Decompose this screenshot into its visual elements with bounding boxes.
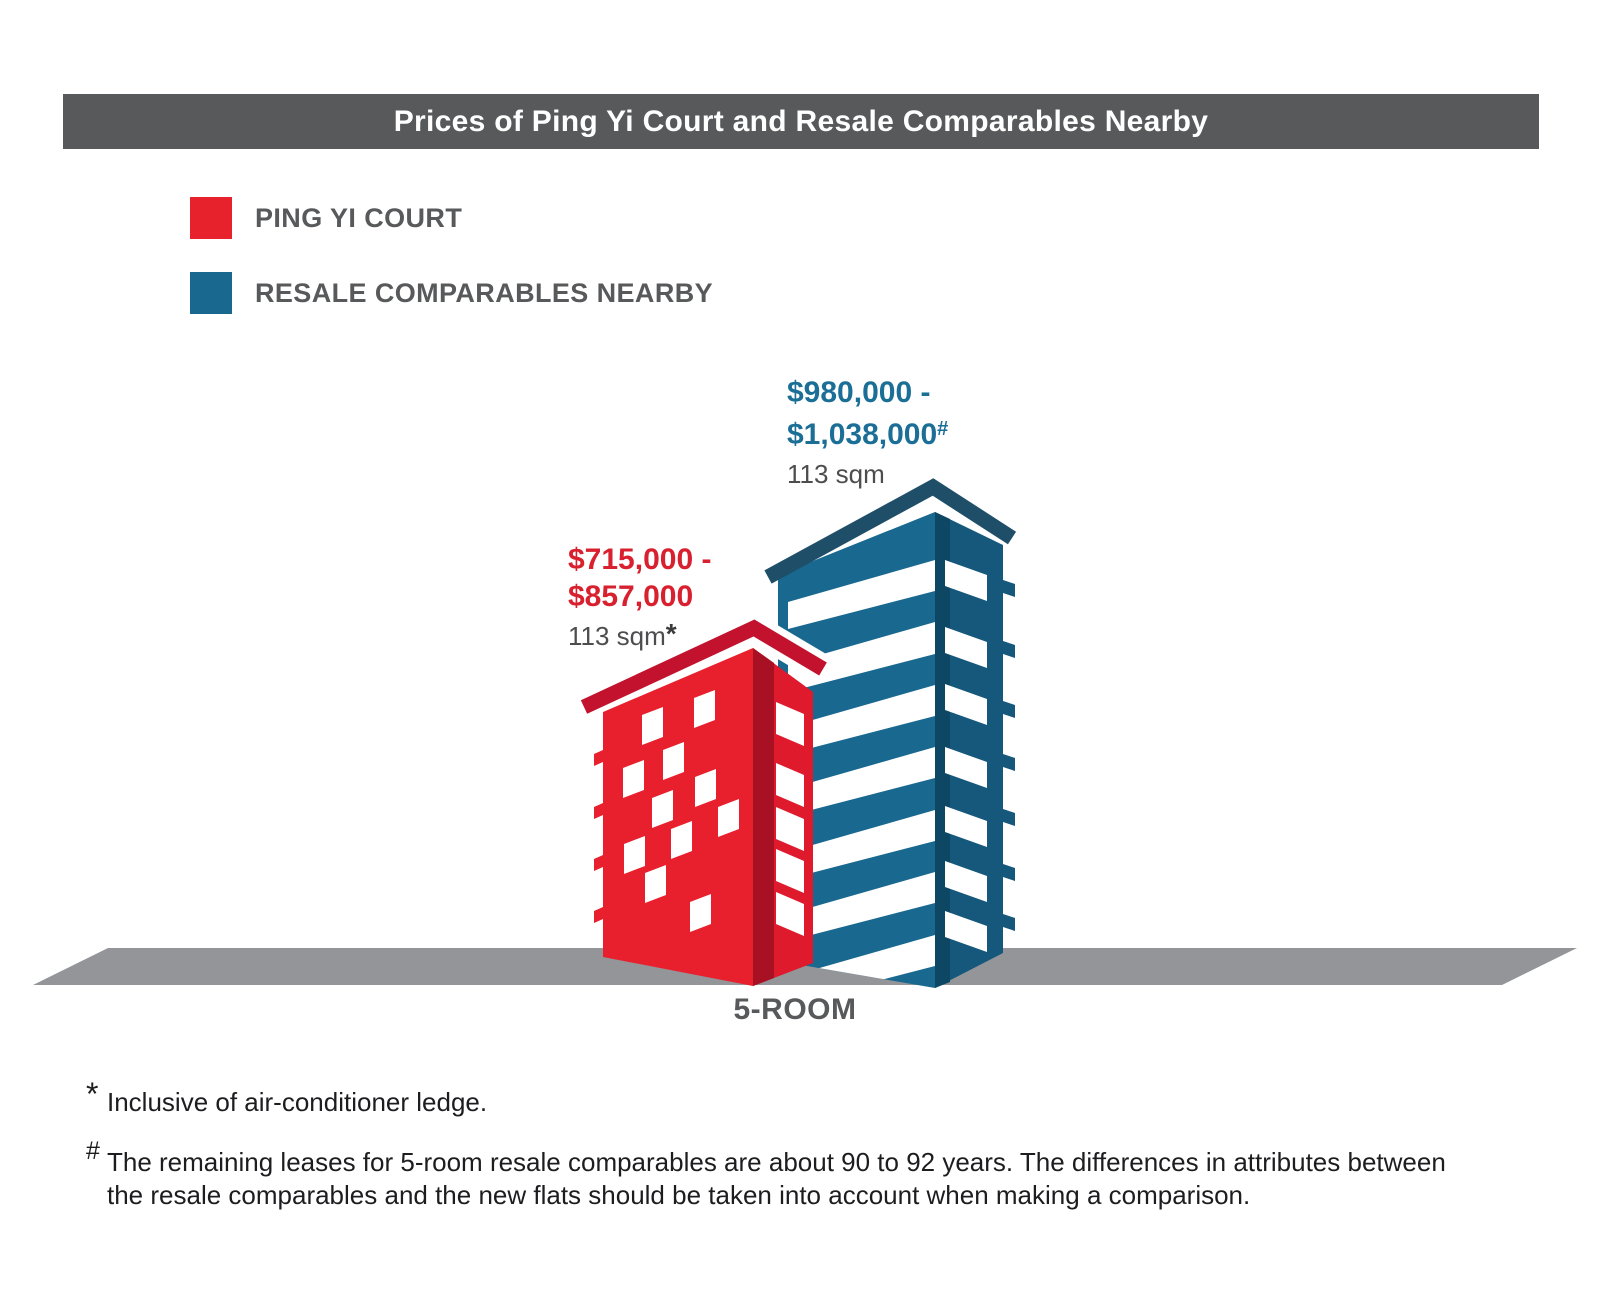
price-label-ping-yi-court: $715,000 - $857,000 113 sqm* <box>568 541 711 651</box>
red-ledge-tabs <box>594 750 603 923</box>
blue-side-windows <box>945 560 987 952</box>
floor-area-red-value: 113 sqm <box>568 621 666 651</box>
legend-swatch-red <box>190 197 232 239</box>
price-range-line2-red: $857,000 <box>568 580 694 613</box>
footnote-hash: # The remaining leases for 5-room resale… <box>86 1137 1466 1212</box>
legend-item-ping-yi-court: PING YI COURT <box>190 197 462 239</box>
footnote-asterisk: * Inclusive of air-conditioner ledge. <box>86 1076 488 1119</box>
legend-label-resale-comparables: RESALE COMPARABLES NEARBY <box>255 277 714 308</box>
legend-swatch-blue <box>190 272 232 314</box>
floor-area-blue: 113 sqm <box>787 459 885 489</box>
category-label: 5-ROOM <box>733 993 857 1026</box>
red-roof <box>580 619 827 714</box>
legend-item-resale-comparables: RESALE COMPARABLES NEARBY <box>190 272 713 314</box>
footnote-asterisk-text: Inclusive of air-conditioner ledge. <box>107 1087 488 1117</box>
red-corner-fold <box>753 648 774 986</box>
red-windows <box>623 690 739 932</box>
asterisk-marker: * <box>665 618 677 649</box>
price-range-line2-blue: $1,038,000# <box>787 411 948 453</box>
blue-ledge-tabs <box>1003 580 1015 931</box>
footnote-hash-marker: # <box>86 1137 100 1165</box>
legend-label-ping-yi-court: PING YI COURT <box>255 202 463 233</box>
red-side-windows <box>776 702 804 936</box>
ground-shadow <box>33 948 1577 985</box>
price-range-line2-blue-value: $1,038,000 <box>787 418 938 451</box>
price-range-line1-red: $715,000 - <box>568 543 712 576</box>
price-label-resale-comparables: $980,000 - $1,038,000# 113 sqm <box>787 374 948 489</box>
red-front-face <box>603 648 753 986</box>
footnote-hash-text: The remaining leases for 5-room resale c… <box>107 1147 1446 1210</box>
footnote-asterisk-marker: * <box>86 1076 99 1112</box>
blue-roof <box>764 478 1017 584</box>
blue-building-illustration <box>764 478 1017 988</box>
hash-marker: # <box>937 418 949 440</box>
blue-window-stripes <box>788 560 935 988</box>
red-building-illustration <box>577 611 831 986</box>
price-range-line1-blue: $980,000 - <box>787 376 931 409</box>
title-bar: Prices of Ping Yi Court and Resale Compa… <box>63 94 1539 149</box>
floor-area-red: 113 sqm* <box>568 618 711 652</box>
page-title: Prices of Ping Yi Court and Resale Compa… <box>393 104 1209 138</box>
